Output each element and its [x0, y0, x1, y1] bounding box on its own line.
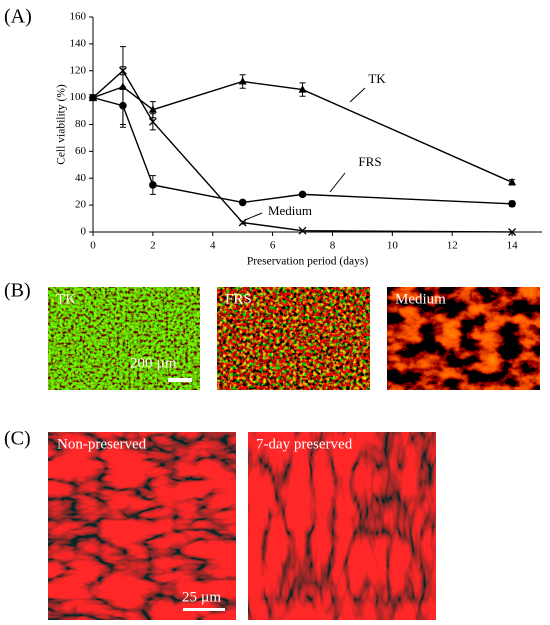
image-label: Non-preserved	[57, 437, 147, 453]
series-label: Medium	[268, 203, 312, 218]
image-label: TK	[56, 292, 76, 308]
series-label: FRS	[358, 154, 381, 169]
marker	[238, 198, 247, 207]
marker	[148, 105, 157, 113]
y-tick-label: 0	[81, 226, 87, 238]
micrograph	[248, 432, 436, 620]
x-tick-label: 8	[330, 240, 336, 252]
marker	[118, 66, 127, 75]
x-tick-label: 14	[507, 240, 519, 252]
series-line	[92, 96, 513, 205]
x-tick-label: 0	[90, 240, 96, 252]
y-tick-label: 100	[70, 91, 87, 103]
panel-label: (A)	[4, 6, 32, 28]
x-tick-label: 2	[150, 240, 156, 252]
marker	[119, 101, 127, 110]
x-axis-label: Preservation period (days)	[247, 256, 369, 268]
series-line	[92, 69, 513, 233]
x-tick-label: 4	[210, 240, 216, 252]
marker	[298, 190, 307, 199]
x-tick-label: 12	[447, 240, 458, 252]
leader-line	[244, 212, 263, 221]
micrograph	[387, 287, 540, 390]
marker	[298, 85, 307, 93]
micrograph	[48, 287, 200, 390]
series-label: TK	[368, 71, 386, 86]
marker	[89, 93, 97, 102]
marker	[149, 181, 157, 189]
y-tick-label: 20	[75, 199, 87, 211]
scale-bar-label: 200 µm	[130, 356, 177, 372]
panel-label: (B)	[4, 280, 31, 302]
y-tick-label: 60	[75, 145, 87, 157]
marker	[298, 226, 307, 235]
scale-bar-label: 25 µm	[182, 590, 221, 606]
marker	[118, 82, 127, 90]
leader-line	[349, 87, 366, 103]
panel-label: (C)	[4, 428, 31, 450]
image-label: 7-day preserved	[256, 437, 353, 453]
image-label: Medium	[395, 292, 446, 308]
micrograph	[48, 432, 236, 620]
y-tick-label: 80	[75, 118, 87, 130]
micrograph	[217, 287, 370, 390]
marker	[508, 199, 516, 208]
marker	[238, 77, 247, 85]
image-label: FRS	[225, 292, 252, 308]
y-tick-label: 40	[75, 172, 87, 184]
marker	[508, 228, 517, 236]
y-tick-label: 120	[70, 64, 87, 76]
leader-line	[329, 172, 346, 193]
scale-bar	[168, 378, 192, 382]
series-line	[92, 80, 513, 183]
marker	[148, 117, 157, 126]
x-tick-label: 6	[270, 240, 276, 252]
marker	[508, 177, 517, 186]
marker	[238, 218, 247, 227]
y-tick-label: 160	[70, 11, 87, 23]
y-tick-label: 140	[70, 37, 87, 49]
x-tick-label: 10	[387, 240, 399, 252]
y-axis-label: Cell viability (%)	[56, 84, 68, 165]
scale-bar	[183, 608, 225, 611]
